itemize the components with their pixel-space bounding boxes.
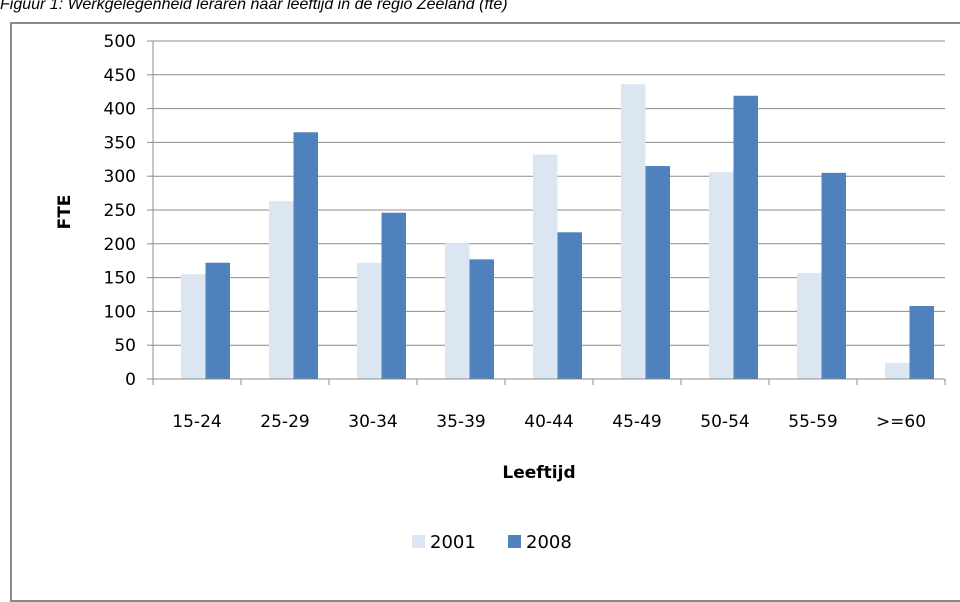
y-tick-label: 200 [104,235,136,255]
y-axis-label: FTE [55,195,75,230]
y-tick-label: 250 [104,201,136,221]
bar-2008-30-34 [381,212,406,379]
x-tick-label: 30-34 [348,412,397,432]
bar-2008-50-54 [733,95,758,380]
y-tick-label: 450 [104,66,136,86]
bar-2001-50-54 [709,172,734,379]
y-tick-label: 350 [104,133,136,153]
x-tick-label: 55-59 [788,412,837,432]
legend-swatch-2001 [412,535,425,548]
bar-2008->=60 [909,305,934,379]
y-tick-label: 300 [104,167,136,187]
bar-2008-25-29 [293,132,318,379]
y-tick-label: 50 [114,336,136,356]
figure-caption: Figuur 1: Werkgelegenheid leraren naar l… [0,0,508,13]
bar-2001-25-29 [269,201,294,379]
bar-2008-55-59 [821,172,846,379]
bar-2001-15-24 [181,274,206,379]
x-tick-label: >=60 [876,412,926,432]
bar-2001-35-39 [445,243,470,379]
x-tick-label: 50-54 [700,412,749,432]
y-tick-label: 0 [125,370,136,390]
bar-2001-30-34 [357,262,382,379]
y-tick-label: 150 [104,269,136,289]
legend: 2001 2008 [412,532,572,553]
bar-2001-55-59 [797,272,822,379]
x-tick-label: 15-24 [172,412,221,432]
x-axis-label: Leeftijd [502,463,575,483]
legend-swatch-2008 [508,535,521,548]
bar-2008-45-49 [645,166,670,379]
bar-chart: 0 50 100 150 200 250 300 350 400 450 500 15-24 25-29… [55,32,946,553]
y-tick-label: 100 [104,302,136,322]
y-tick-label: 400 [104,100,136,120]
bar-2001-40-44 [533,154,558,379]
bar-2008-40-44 [557,232,582,379]
x-tick-label: 45-49 [612,412,661,432]
bar-2008-15-24 [205,262,230,379]
x-tick-label: 35-39 [436,412,485,432]
bar-2001->=60 [885,362,910,379]
bar-2001-45-49 [621,84,646,379]
legend-label-2001: 2001 [430,532,476,553]
x-tick-label: 25-29 [260,412,309,432]
bar-2008-35-39 [469,259,494,379]
x-tick-label: 40-44 [524,412,573,432]
y-tick-label: 500 [104,32,136,52]
legend-label-2008: 2008 [526,532,572,553]
